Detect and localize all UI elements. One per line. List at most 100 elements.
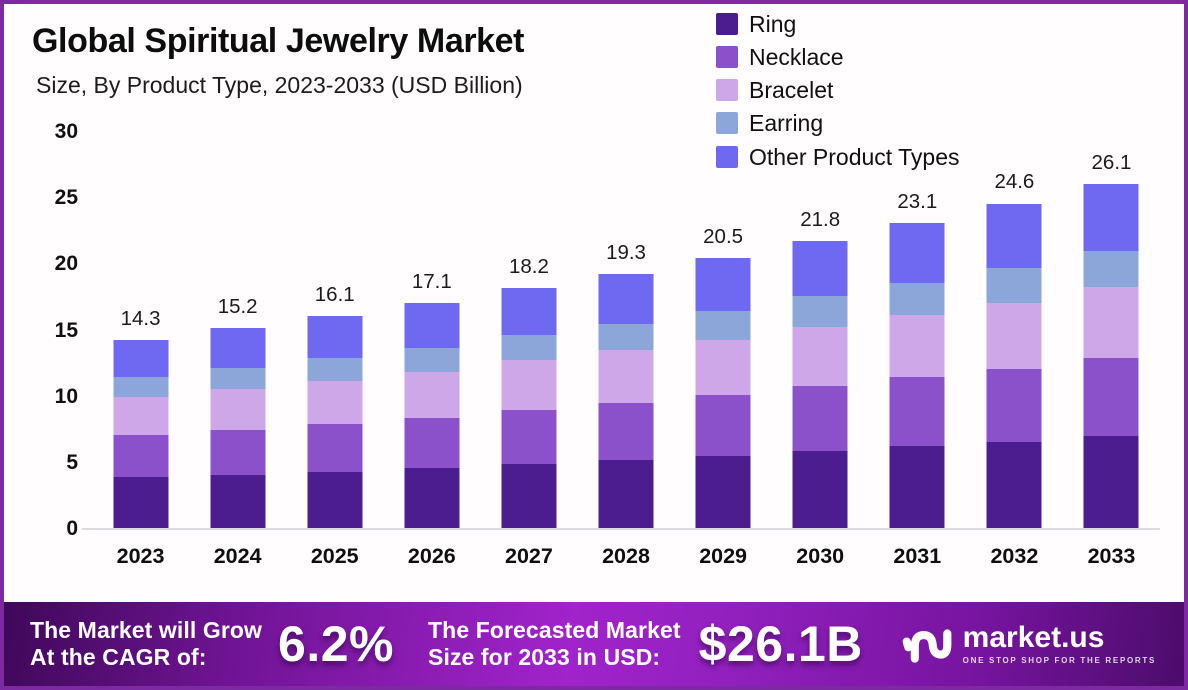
bar-total-label-2030: 21.8	[800, 207, 841, 231]
legend-swatch-icon	[716, 79, 738, 102]
x-tick-2031: 2031	[893, 544, 942, 568]
segment-other-product-types-2031	[889, 223, 945, 283]
bar-stack-2031	[889, 223, 945, 529]
bar-total-label-2024: 15.2	[217, 294, 258, 318]
segment-necklace-2025	[307, 424, 363, 473]
legend-item-ring: Ring	[716, 12, 960, 36]
bar-stack-2032	[986, 203, 1042, 529]
segment-earring-2024	[210, 367, 266, 389]
segment-bracelet-2026	[404, 371, 460, 418]
cagr-label: The Market will Grow At the CAGR of:	[30, 617, 262, 671]
x-tick-2026: 2026	[407, 544, 456, 568]
y-tick-10: 10	[54, 384, 78, 408]
segment-bracelet-2023	[113, 396, 169, 436]
legend-swatch-icon	[716, 13, 738, 36]
bar-column-2025: 16.1 2025	[286, 132, 383, 568]
segment-necklace-2028	[598, 403, 654, 461]
bar-stack-2033	[1083, 183, 1139, 529]
x-tick-2027: 2027	[505, 544, 553, 568]
bar-column-2028: 19.3 2028	[577, 132, 674, 568]
chart-legend: Ring Necklace Bracelet Earring Other Product…	[716, 12, 960, 169]
bar-total-label-2025: 16.1	[314, 282, 355, 306]
bar-total-label-2033: 26.1	[1091, 150, 1132, 174]
segment-bracelet-2032	[986, 302, 1042, 369]
y-tick-30: 30	[54, 120, 78, 143]
segment-other-product-types-2023	[113, 339, 169, 377]
page-title: Global Spiritual Jewelry Market	[32, 22, 525, 60]
segment-other-product-types-2024	[210, 327, 266, 368]
segment-earring-2023	[113, 376, 169, 397]
page-subtitle: Size, By Product Type, 2023-2033 (USD Bi…	[36, 72, 523, 98]
legend-label: Bracelet	[749, 77, 834, 104]
x-tick-2030: 2030	[796, 544, 845, 568]
segment-ring-2033	[1083, 436, 1139, 529]
bar-total-label-2023: 14.3	[120, 306, 161, 330]
legend-label: Ring	[749, 11, 797, 37]
segment-bracelet-2031	[889, 314, 945, 377]
bar-column-2030: 21.8 2030	[772, 132, 869, 568]
segment-bracelet-2028	[598, 350, 654, 404]
bars-container: 14.3 2023 15.2 2024 16.1 2025 17.1 2026 18.2 2027…	[92, 132, 1160, 568]
segment-necklace-2027	[501, 409, 557, 465]
legend-label: Other Product Types	[749, 143, 960, 170]
segment-earring-2031	[889, 282, 945, 315]
segment-bracelet-2033	[1083, 286, 1139, 359]
segment-other-product-types-2026	[404, 302, 460, 348]
segment-earring-2032	[986, 268, 1042, 303]
y-tick-5: 5	[66, 450, 78, 474]
cagr-label-line2: At the CAGR of:	[30, 644, 207, 670]
logo-wordmark: market.us	[962, 621, 1105, 654]
segment-earring-2027	[501, 334, 557, 360]
x-tick-2033: 2033	[1087, 544, 1136, 568]
bar-column-2024: 15.2 2024	[189, 132, 286, 568]
legend-item-necklace: Necklace	[716, 45, 960, 69]
segment-ring-2029	[695, 456, 751, 529]
legend-item-other-product-types: Other Product Types	[716, 143, 960, 170]
forecast-label-line1: The Forecasted Market	[428, 616, 681, 643]
legend-item-bracelet: Bracelet	[716, 78, 960, 102]
chart-plot-area: 0 5 10 15 20 25 30 14.3 2023 15.2 2024 16.1 2025 17.…	[34, 120, 1162, 568]
segment-other-product-types-2029	[695, 257, 751, 311]
x-tick-2024: 2024	[213, 544, 262, 568]
legend-label: Earring	[749, 110, 824, 137]
segment-necklace-2032	[986, 368, 1042, 442]
segment-necklace-2023	[113, 435, 169, 478]
x-tick-2029: 2029	[699, 544, 748, 568]
stats-banner: The Market will Grow At the CAGR of: 6.2…	[4, 602, 1184, 686]
segment-ring-2031	[889, 445, 945, 529]
x-tick-2025: 2025	[310, 544, 359, 568]
segment-necklace-2031	[889, 376, 945, 446]
cagr-label-line1: The Market will Grow	[30, 616, 263, 643]
segment-other-product-types-2025	[307, 316, 363, 359]
segment-ring-2030	[792, 450, 848, 529]
segment-necklace-2026	[404, 417, 460, 469]
segment-earring-2028	[598, 323, 654, 351]
segment-ring-2025	[307, 472, 363, 529]
logo-text-block: market.us ONE STOP SHOP FOR THE REPORTS	[962, 621, 1156, 666]
cagr-value: 6.2%	[278, 616, 395, 672]
bar-stack-2030	[792, 240, 848, 529]
x-tick-2023: 2023	[116, 544, 165, 568]
segment-necklace-2024	[210, 429, 266, 475]
segment-ring-2026	[404, 468, 460, 529]
segment-other-product-types-2032	[986, 203, 1042, 269]
x-tick-2032: 2032	[990, 544, 1039, 568]
y-tick-15: 15	[54, 318, 78, 342]
y-tick-25: 25	[54, 186, 78, 210]
segment-necklace-2029	[695, 395, 751, 457]
bar-total-label-2032: 24.6	[994, 170, 1035, 194]
bar-stack-2026	[404, 302, 460, 529]
segment-earring-2029	[695, 310, 751, 340]
segment-other-product-types-2028	[598, 273, 654, 324]
bar-total-label-2027: 18.2	[508, 255, 549, 279]
segment-ring-2028	[598, 460, 654, 529]
segment-ring-2024	[210, 474, 266, 529]
segment-earring-2026	[404, 347, 460, 372]
segment-earring-2030	[792, 296, 848, 327]
segment-necklace-2033	[1083, 358, 1139, 437]
bar-stack-2027	[501, 288, 557, 529]
segment-bracelet-2025	[307, 380, 363, 425]
segment-other-product-types-2030	[792, 240, 848, 297]
segment-ring-2027	[501, 464, 557, 529]
